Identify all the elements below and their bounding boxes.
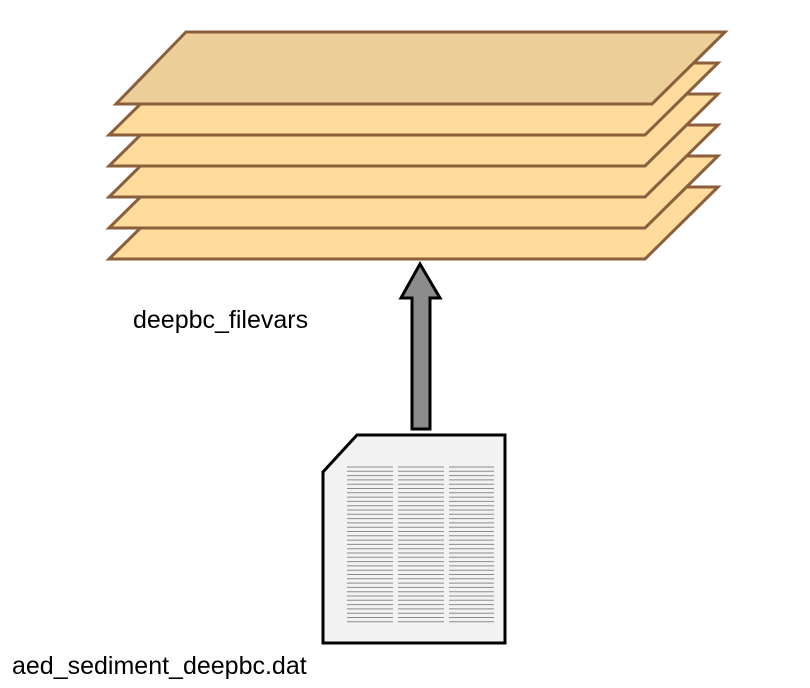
layer-stack-icon: [105, 30, 729, 261]
data-file-icon: [321, 433, 507, 645]
file-label: aed_sediment_deepbc.dat: [12, 652, 307, 680]
layer-1-top: [112, 30, 729, 106]
arrow-label: deepbc_filevars: [133, 306, 309, 334]
up-arrow-icon: [398, 260, 443, 431]
document-text-lines: [347, 466, 494, 623]
